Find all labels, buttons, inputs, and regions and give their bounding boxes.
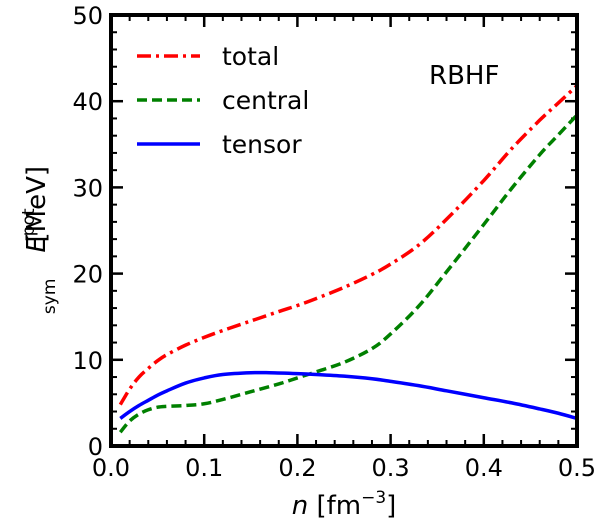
x-axis-unit-exponent: −3 <box>361 488 386 508</box>
central-line <box>118 113 579 434</box>
y-axis-unit: [MeV] <box>22 166 52 251</box>
x-tick-label: 0.0 <box>92 454 130 482</box>
x-axis-unit: [fm <box>308 491 361 521</box>
y-tick-label: 20 <box>72 261 103 289</box>
x-axis-label: n [fm−3] <box>292 488 397 521</box>
tensor-legend-label: tensor <box>222 130 302 159</box>
y-axis-superscript: pot <box>19 208 39 236</box>
tensor-line <box>119 370 578 421</box>
y-tick-label: 40 <box>72 88 103 116</box>
x-tick-label: 0.1 <box>185 454 223 482</box>
series-layer <box>118 84 579 434</box>
y-axis-symbol: E <box>22 236 52 253</box>
y-tick-label: 10 <box>72 347 103 375</box>
x-tick-label: 0.2 <box>278 454 316 482</box>
y-tick-label: 0 <box>88 433 103 461</box>
y-tick-label: 50 <box>72 2 103 30</box>
y-axis-subscript: sym <box>40 279 60 314</box>
total-line <box>118 84 579 406</box>
total-legend-label: total <box>222 42 279 71</box>
y-axis-label: Epot sym [MeV] <box>19 166 60 314</box>
legend: total central tensor <box>137 42 309 159</box>
x-tick-label: 0.5 <box>558 454 596 482</box>
plot-frame <box>109 13 579 448</box>
y-axis-label-group: Epot sym [MeV] <box>19 166 60 314</box>
x-tick-label: 0.3 <box>372 454 410 482</box>
rbhf-annotation: RBHF <box>429 61 499 91</box>
x-tick-label: 0.4 <box>465 454 503 482</box>
x-axis-unit-end: ] <box>386 491 396 521</box>
central-legend-label: central <box>222 86 309 115</box>
y-tick-label: 30 <box>72 174 103 202</box>
ticks <box>109 13 579 448</box>
tick-labels: 0.0 0.1 0.2 0.3 0.4 0.5 0 10 20 30 40 50 <box>72 2 596 482</box>
x-axis-symbol: n <box>292 491 308 521</box>
